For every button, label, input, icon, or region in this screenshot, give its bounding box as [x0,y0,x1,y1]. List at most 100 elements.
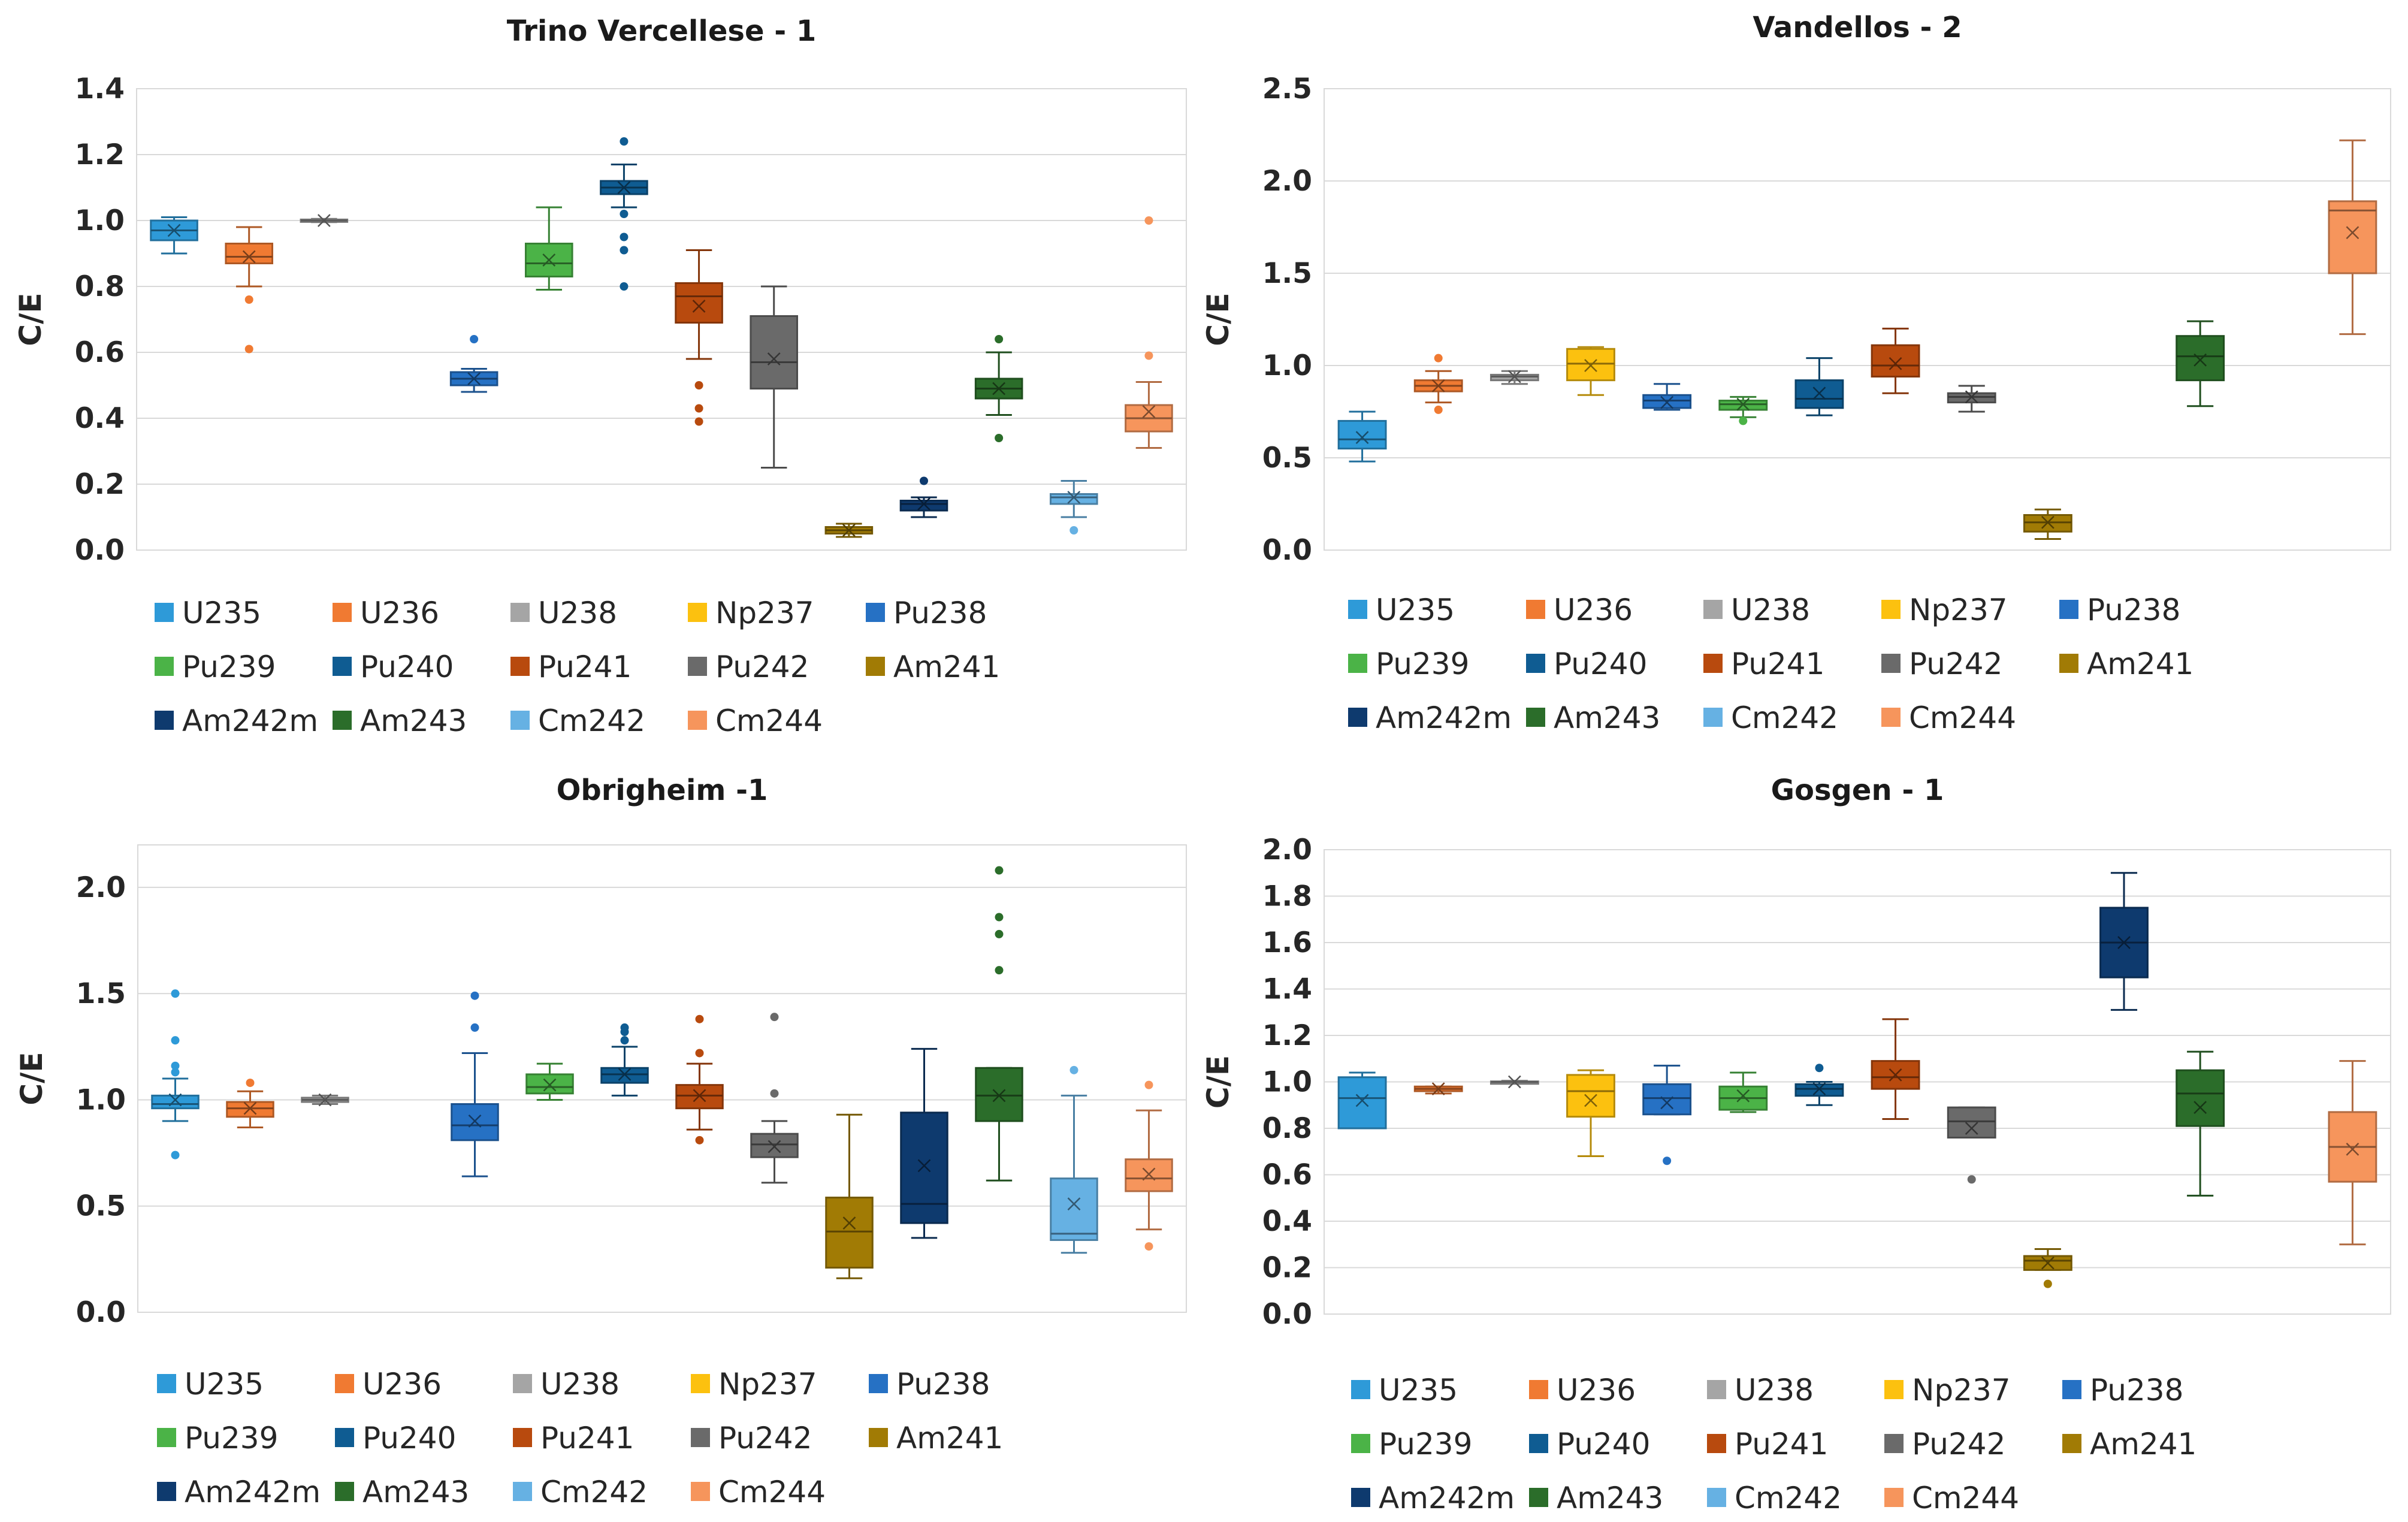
legend-label: U236 [360,596,439,630]
legend-item-U236: U236 [1526,593,1633,627]
box-plot-1: Vandellos - 2 0.0 0.5 1.0 1.5 2.0 2.5 C/E U235 U2… [1204,11,2391,735]
legend-label: U238 [1731,593,1810,627]
legend-item-Cm242: Cm242 [513,1475,648,1509]
chart-panel-3: Gosgen - 1 0.0 0.2 0.4 0.6 0.8 1.0 1.2 1.4 1.6 1.8… [1204,761,2408,1522]
legend-swatch [1707,1434,1726,1453]
legend-label: Pu242 [1912,1427,2005,1461]
y-tick-label: 1.0 [75,204,125,237]
legend-swatch [1348,708,1367,727]
box-U235 [150,216,198,255]
legend-swatch [155,711,174,730]
legend-swatch [1526,600,1545,619]
legend-label: Cm242 [540,1475,648,1509]
legend-swatch [333,657,352,676]
mean-marker [1584,1094,1597,1107]
box-U238 [1489,370,1539,385]
mean-marker [1355,1094,1369,1107]
box-plot-3: Gosgen - 1 0.0 0.2 0.4 0.6 0.8 1.0 1.2 1.4 1.6 1.8… [1204,774,2391,1515]
y-axis-label: C/E [1204,1055,1235,1109]
legend-label: Np237 [1912,1373,2011,1408]
legend-label: Pu238 [2087,593,2180,627]
box-body [1794,1083,1844,1097]
legend-item-U235: U235 [1351,1373,1458,1408]
box-U235 [1337,1071,1387,1130]
box-body [600,1067,649,1084]
mean-marker [1431,1082,1445,1096]
outlier-point [171,989,180,998]
mean-marker [1965,1122,1978,1135]
y-tick-label: 0.4 [75,402,125,435]
outlier-point [470,1023,479,1032]
box-Pu242 [1947,385,1996,413]
legend-label: Pu240 [360,650,454,684]
legend-item-Np237: Np237 [1884,1373,2011,1408]
legend-item-U236: U236 [333,596,439,630]
legend-item-Pu240: Pu240 [333,650,454,684]
box-body [1125,1158,1173,1192]
outlier-point [995,913,1004,922]
legend-item-Am241: Am241 [866,650,1000,684]
legend-swatch [157,1374,176,1393]
y-tick-label: 0.0 [75,534,125,567]
mean-marker [767,352,781,366]
box-body [1337,1076,1387,1130]
legend-label: U238 [1735,1373,1814,1408]
box-U236 [1413,1082,1463,1096]
legend-label: U236 [362,1367,442,1402]
outlier-point [620,232,629,241]
box-Cm244 [1125,1080,1173,1251]
outlier-point [1434,354,1443,363]
legend-label: Cm244 [715,703,823,738]
box-Pu238 [1642,1064,1692,1165]
box-body [2176,335,2225,382]
y-tick-label: 0.8 [1262,1112,1312,1145]
legend-item-Pu240: Pu240 [1526,647,1647,681]
box-body [2328,200,2377,274]
box-body [975,1067,1023,1122]
outlier-point [1144,216,1153,225]
y-tick-label: 2.0 [1262,165,1312,198]
plot-area [1324,88,2391,551]
box-Np237 [1566,346,1615,396]
outlier-point [2043,1279,2052,1288]
legend-item-Cm242: Cm242 [510,703,645,738]
legend-swatch [155,603,174,622]
mean-marker [917,1159,931,1173]
y-axis-label: C/E [13,292,48,346]
legend-label: Pu241 [1735,1427,1828,1461]
y-tick-label: 1.0 [76,1083,126,1116]
box-Pu240 [600,137,648,291]
outlier-point [995,929,1004,938]
y-tick-label: 0.6 [75,336,125,369]
box-U238 [300,214,349,227]
mean-marker [167,224,181,237]
legend-swatch [1884,1488,1904,1507]
legend-swatch [513,1428,532,1447]
legend-item-Np237: Np237 [691,1367,817,1402]
mean-marker [1736,397,1750,411]
box-body [675,282,723,324]
chart-title: Trino Vercellese - 1 [507,14,817,48]
legend-swatch [157,1428,176,1447]
legend-swatch [335,1428,354,1447]
y-tick-label: 0.8 [75,270,125,303]
mean-marker [2041,515,2054,529]
y-tick-label: 0.2 [1262,1252,1312,1285]
box-body [1642,1083,1692,1116]
outlier-point [1739,416,1748,425]
legend-label: Pu240 [1557,1427,1650,1461]
box-Am241 [2023,1248,2072,1288]
mean-marker [693,1089,706,1103]
legend-item-Am243: Am243 [1529,1481,1663,1515]
outlier-point [620,246,629,255]
legend-item-Pu242: Pu242 [1884,1427,2005,1461]
mean-marker [168,1093,182,1107]
box-U236 [1413,354,1463,414]
box-Am242m [899,476,948,518]
y-tick-label: 1.5 [1262,257,1312,290]
legend-label: Cm244 [718,1475,826,1509]
outlier-point [620,1036,629,1045]
legend-label: Cm244 [1912,1481,2019,1515]
legend-label: Np237 [1909,593,2008,627]
outlier-point [770,1013,779,1022]
